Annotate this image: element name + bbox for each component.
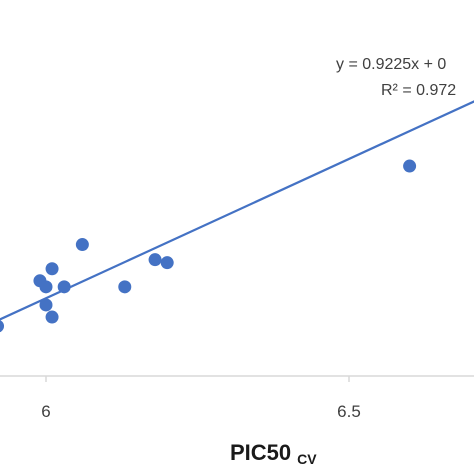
data-point — [45, 262, 59, 276]
data-point — [39, 298, 53, 312]
x-tick-label: 6.5 — [337, 402, 361, 421]
data-point — [118, 280, 132, 294]
x-axis-title: PIC50 CV — [230, 440, 317, 467]
r-squared-label: R² = 0.972 — [381, 82, 456, 99]
data-point — [75, 238, 89, 252]
x-axis-title-subscript: CV — [297, 451, 317, 467]
trendline-equation: y = 0.9225x + 0 — [336, 56, 446, 73]
x-axis-ticks: 66.57 — [41, 376, 361, 421]
data-point — [403, 159, 417, 173]
trendline — [0, 100, 474, 321]
x-tick-label: 6 — [41, 402, 50, 421]
data-point — [57, 280, 71, 294]
data-point — [39, 280, 53, 294]
data-point — [45, 310, 59, 324]
data-point — [160, 256, 174, 270]
data-points — [0, 159, 417, 333]
x-axis-title-main: PIC50 — [230, 440, 291, 465]
data-point — [0, 320, 5, 333]
data-point — [148, 253, 162, 267]
